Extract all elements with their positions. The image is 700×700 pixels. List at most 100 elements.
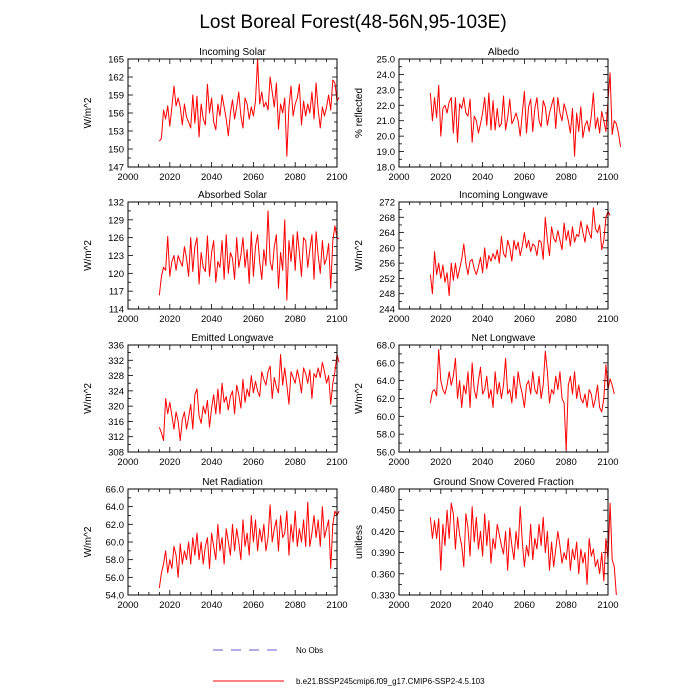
x-tick-label: 2060 — [243, 600, 264, 611]
y-tick-label: 324 — [108, 386, 124, 397]
x-tick-label: 2080 — [556, 457, 577, 468]
y-tick-label: 60.0 — [106, 538, 125, 549]
y-axis-label: unitless — [354, 525, 365, 559]
panels: Incoming Solar W/m^2 2000 2020 2040 2060 2080 2… — [83, 47, 622, 611]
panel-5: Emitted Longwave W/m^2 2000 2020 2040 2060 208… — [83, 333, 348, 468]
y-tick-label: 66.0 — [377, 358, 396, 369]
y-tick-label: 312 — [108, 432, 124, 443]
panel-title: Net Radiation — [202, 477, 263, 488]
y-axis-label: W/m^2 — [354, 240, 365, 271]
x-tick-label: 2040 — [472, 457, 493, 468]
y-axis-label: % reflected — [354, 88, 365, 138]
panel-frame — [398, 488, 609, 596]
x-tick-label: 2000 — [117, 457, 138, 468]
y-tick-label: 0.390 — [371, 548, 395, 559]
y-tick-label: 60.0 — [377, 412, 396, 423]
panel-frame — [398, 58, 609, 168]
x-tick-label: 2000 — [388, 314, 409, 325]
x-tick-label: 2080 — [285, 457, 306, 468]
y-tick-label: 256 — [379, 259, 395, 270]
y-tick-label: 0.360 — [371, 569, 395, 580]
panel-7: Net Radiation W/m^2 2000 2020 2040 2060 2080 21… — [83, 477, 348, 611]
y-tick-label: 156 — [108, 109, 124, 120]
x-tick-label: 2040 — [472, 600, 493, 611]
x-tick-label: 2100 — [597, 600, 618, 611]
y-tick-label: 62.0 — [377, 394, 396, 405]
y-tick-label: 336 — [108, 341, 124, 352]
panel-title: Ground Snow Covered Fraction — [433, 477, 574, 488]
panel-title: Albedo — [488, 47, 520, 58]
y-tick-label: 129 — [108, 215, 124, 226]
panel-3: Absorbed Solar W/m^2 2000 2020 2040 2060 2080 2… — [83, 190, 348, 325]
x-tick-label: 2080 — [556, 314, 577, 325]
x-tick-label: 2100 — [326, 457, 347, 468]
panel-frame — [127, 201, 338, 310]
y-tick-label: 22.0 — [377, 101, 396, 112]
legend-obs-label: No Obs — [296, 646, 323, 655]
panel-frame — [127, 344, 338, 453]
x-tick-label: 2060 — [243, 314, 264, 325]
y-tick-label: 0.330 — [371, 591, 395, 602]
y-tick-label: 162 — [108, 73, 124, 84]
y-tick-label: 159 — [108, 91, 124, 102]
x-tick-label: 2020 — [159, 314, 180, 325]
y-tick-label: 153 — [108, 127, 124, 138]
x-tick-label: 2020 — [159, 600, 180, 611]
y-tick-label: 328 — [108, 371, 124, 382]
panel-title: Incoming Longwave — [459, 190, 548, 201]
x-tick-label: 2100 — [326, 172, 347, 183]
y-tick-label: 66.0 — [106, 485, 125, 496]
y-tick-label: 260 — [379, 243, 395, 254]
x-tick-label: 2060 — [514, 457, 535, 468]
y-tick-label: 114 — [109, 305, 124, 316]
x-tick-label: 2000 — [117, 172, 138, 183]
y-axis-label: W/m^2 — [83, 97, 94, 128]
y-tick-label: 252 — [379, 274, 395, 285]
x-tick-label: 2060 — [514, 172, 535, 183]
x-tick-label: 2040 — [201, 172, 222, 183]
y-tick-label: 272 — [379, 198, 395, 209]
y-axis-label: W/m^2 — [354, 383, 365, 414]
x-tick-label: 2080 — [285, 600, 306, 611]
y-tick-label: 58.0 — [106, 555, 125, 566]
x-tick-label: 2020 — [430, 457, 451, 468]
series-line — [429, 502, 617, 596]
x-tick-label: 2020 — [430, 314, 451, 325]
x-tick-label: 2000 — [117, 314, 138, 325]
x-tick-label: 2060 — [514, 314, 535, 325]
series-line — [429, 207, 611, 297]
y-tick-label: 58.0 — [377, 430, 396, 441]
panel-8: Ground Snow Covered Fraction unitless 2000… — [354, 477, 619, 611]
x-tick-label: 2000 — [388, 457, 409, 468]
x-tick-label: 2100 — [326, 600, 347, 611]
legend: No Obs b.e21.BSSP245cmip6.f09_g17.CMIP6-… — [213, 646, 485, 686]
x-tick-label: 2000 — [117, 600, 138, 611]
y-tick-label: 24.0 — [377, 70, 396, 81]
y-tick-label: 126 — [108, 233, 124, 244]
y-tick-label: 248 — [379, 289, 395, 300]
x-tick-label: 2040 — [201, 457, 222, 468]
panel-frame — [127, 488, 338, 596]
y-tick-label: 132 — [108, 198, 124, 209]
series-line — [158, 210, 340, 301]
y-tick-label: 244 — [379, 305, 395, 316]
y-tick-label: 147 — [108, 163, 124, 174]
x-tick-label: 2060 — [514, 600, 535, 611]
y-tick-label: 64.0 — [106, 502, 125, 513]
x-tick-label: 2040 — [472, 314, 493, 325]
x-tick-label: 2000 — [388, 172, 409, 183]
panel-title: Emitted Longwave — [191, 333, 274, 344]
x-tick-label: 2060 — [243, 457, 264, 468]
series-line — [158, 354, 340, 442]
y-tick-label: 117 — [109, 287, 124, 298]
y-tick-label: 18.0 — [377, 163, 396, 174]
panel-title: Absorbed Solar — [198, 190, 268, 201]
panel-title: Incoming Solar — [199, 47, 266, 58]
y-tick-label: 268 — [379, 213, 395, 224]
y-tick-label: 320 — [108, 402, 124, 413]
x-tick-label: 2080 — [285, 172, 306, 183]
x-tick-label: 2080 — [556, 172, 577, 183]
y-tick-label: 264 — [379, 228, 395, 239]
y-tick-label: 64.0 — [377, 376, 396, 387]
